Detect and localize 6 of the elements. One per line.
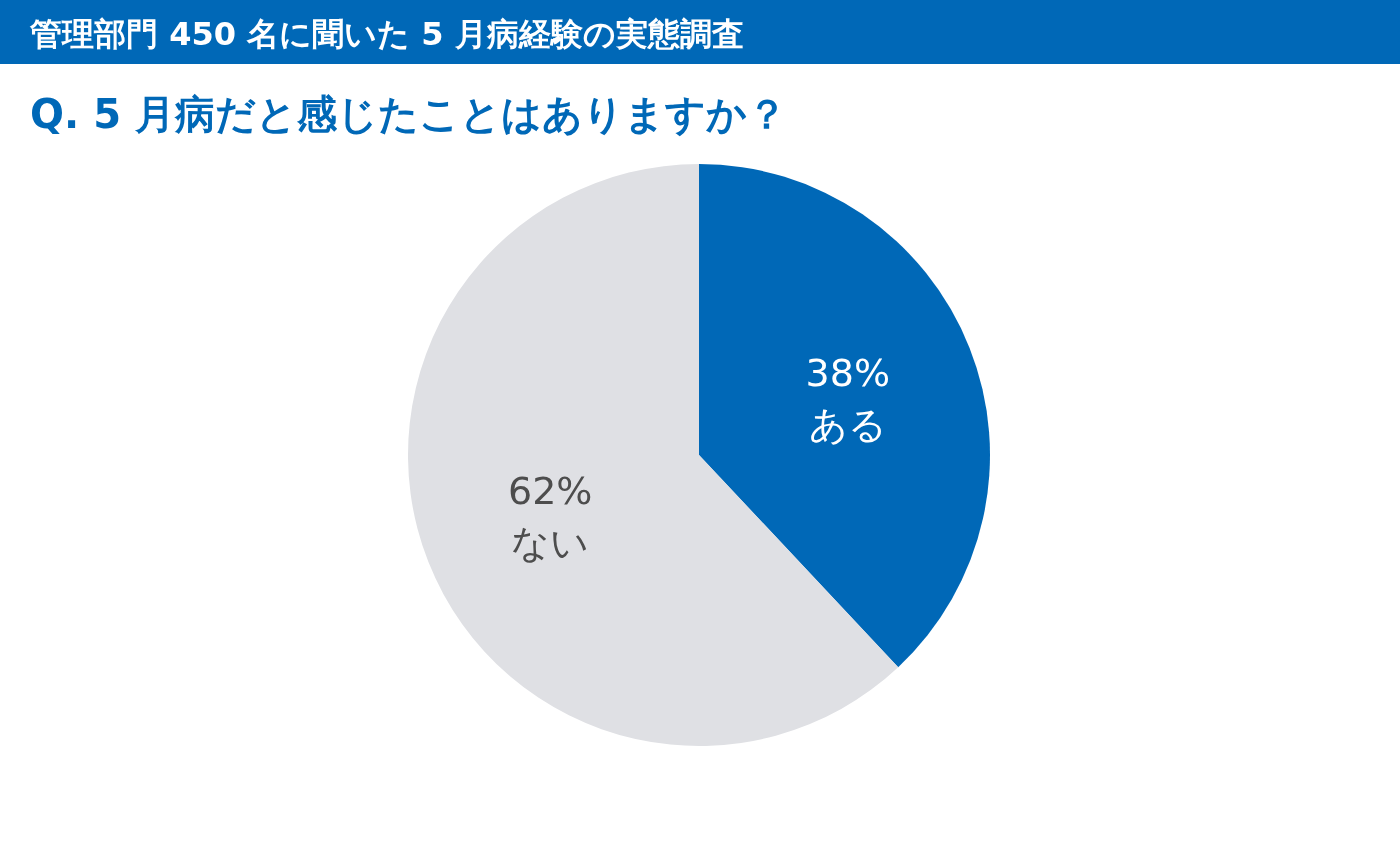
data-label: 38% [805,351,891,396]
slice-label: ある [808,403,887,448]
data-label: 62% [507,468,593,513]
chart-subtitle: Q. 5 月病だと感じたことはありますか？ [30,91,787,137]
slice-label: ない [511,520,590,565]
chart-title: 管理部門 450 名に聞いた 5 月病経験の実態調査 [29,15,744,53]
